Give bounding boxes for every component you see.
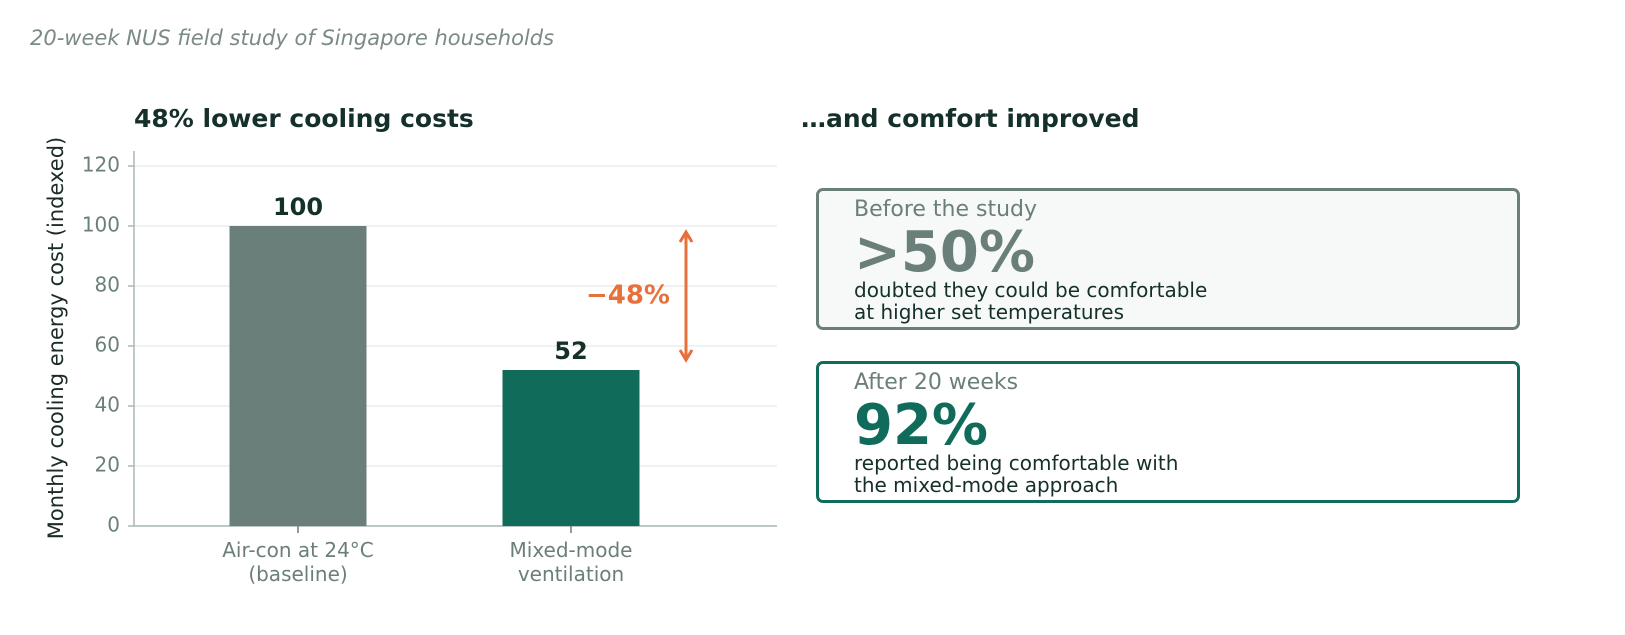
arrow-head xyxy=(678,229,694,243)
card-label: Before the study xyxy=(854,197,1038,222)
annotation: −48% xyxy=(586,281,670,311)
y-tick-label: 40 xyxy=(95,393,120,417)
y-tick-label: 20 xyxy=(95,453,120,477)
subtitle: 20-week NUS field study of Singapore hou… xyxy=(30,26,555,50)
stat-card: After 20 weeks 92% reported being comforta… xyxy=(816,361,1520,503)
y-tick-label: 80 xyxy=(95,273,120,297)
card-description: doubted they could be comfortable at hig… xyxy=(854,278,1208,324)
x-tick-label: Mixed-mode ventilation xyxy=(509,538,633,586)
chart-title: 48% lower cooling costs xyxy=(134,104,474,133)
card-value: >50% xyxy=(854,220,1035,285)
card-description: reported being comfortable with the mixe… xyxy=(854,451,1179,497)
value-label: 100 xyxy=(273,193,323,221)
y-tick-label: 120 xyxy=(82,153,120,177)
y-tick-label: 100 xyxy=(82,213,120,237)
y-tick-label: 0 xyxy=(107,513,120,537)
y-tick-label: 60 xyxy=(95,333,120,357)
bar xyxy=(229,226,367,526)
card-label: After 20 weeks xyxy=(854,370,1019,395)
stat-card: Before the study >50% doubted they could b… xyxy=(816,188,1520,330)
bar xyxy=(502,370,640,526)
panel-title: …and comfort improved xyxy=(801,104,1140,133)
y-axis-label: Monthly cooling energy cost (indexed) xyxy=(44,137,68,540)
arrow-head xyxy=(678,349,694,363)
value-label: 52 xyxy=(554,337,587,365)
x-tick-label: Air-con at 24°C (baseline) xyxy=(222,538,374,586)
card-value: 92% xyxy=(854,393,989,458)
